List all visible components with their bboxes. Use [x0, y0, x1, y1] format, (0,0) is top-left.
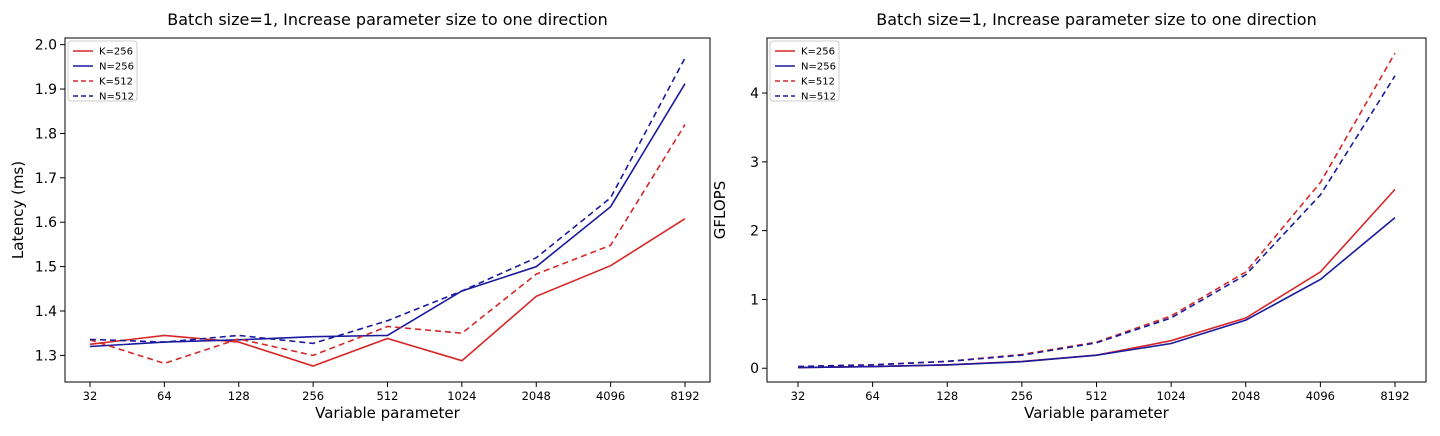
x-tick-label: 1024 — [1156, 389, 1185, 403]
x-tick-label: 1024 — [447, 389, 476, 403]
legend-label: K=256 — [801, 47, 835, 58]
y-tick-label: 1.9 — [35, 82, 57, 98]
x-tick-label: 256 — [302, 389, 324, 403]
series-line-k-512 — [89, 124, 686, 365]
chart-title: Batch size=1, Increase parameter size to… — [167, 10, 607, 29]
legend-box — [769, 40, 840, 102]
y-axis-label: Latency (ms) — [9, 161, 27, 259]
chart-panel-2: Batch size=1, Increase parameter size to… — [711, 10, 1427, 422]
x-tick-label: 32 — [791, 389, 806, 403]
legend-label: N=256 — [801, 62, 836, 73]
x-axis-label: Variable parameter — [315, 404, 461, 422]
chart-title: Batch size=1, Increase parameter size to… — [876, 10, 1316, 29]
series-line-k-512 — [797, 52, 1396, 368]
legend-box — [67, 40, 138, 102]
x-tick-label: 512 — [1086, 389, 1108, 403]
series-line-n-512 — [797, 75, 1396, 368]
legend-label: K=256 — [99, 47, 133, 58]
legend-label: K=512 — [99, 77, 133, 88]
legend-label: N=512 — [99, 92, 134, 103]
series-line-n-512 — [89, 57, 686, 345]
x-tick-label: 128 — [936, 389, 958, 403]
series-line-k-256 — [797, 188, 1396, 369]
plot-frame — [64, 37, 711, 383]
y-tick-label: 3 — [750, 155, 759, 171]
x-tick-label: 8192 — [1380, 389, 1409, 403]
chart-panel-1: Batch size=1, Increase parameter size to… — [9, 10, 711, 422]
y-tick-label: 1.3 — [35, 348, 57, 364]
y-tick-label: 4 — [750, 86, 759, 102]
y-tick-label: 2 — [750, 224, 759, 240]
y-tick-label: 1.8 — [35, 126, 57, 142]
y-tick-label: 0 — [750, 361, 759, 377]
x-axis-label: Variable parameter — [1024, 404, 1170, 422]
x-tick-label: 4096 — [1306, 389, 1335, 403]
y-tick-label: 1.7 — [35, 171, 57, 187]
y-axis-label: GFLOPS — [711, 181, 729, 239]
series-line-k-256 — [89, 218, 686, 367]
series-line-n-256 — [89, 83, 686, 348]
y-tick-label: 1 — [750, 292, 759, 308]
x-tick-label: 64 — [865, 389, 880, 403]
x-tick-label: 8192 — [670, 389, 699, 403]
x-tick-label: 32 — [83, 389, 98, 403]
x-tick-label: 256 — [1011, 389, 1033, 403]
x-tick-label: 128 — [228, 389, 250, 403]
x-tick-label: 2048 — [1231, 389, 1260, 403]
plot-frame — [766, 37, 1427, 383]
y-tick-label: 1.6 — [35, 215, 57, 231]
y-tick-label: 1.4 — [35, 304, 57, 320]
x-tick-label: 2048 — [522, 389, 551, 403]
x-tick-label: 4096 — [596, 389, 625, 403]
x-tick-label: 512 — [377, 389, 399, 403]
legend-label: K=512 — [801, 77, 835, 88]
series-line-n-256 — [797, 216, 1396, 369]
y-tick-label: 2.0 — [35, 38, 57, 54]
legend-label: N=256 — [99, 62, 134, 73]
y-tick-label: 1.5 — [35, 260, 57, 276]
legend-label: N=512 — [801, 92, 836, 103]
x-tick-label: 64 — [157, 389, 172, 403]
